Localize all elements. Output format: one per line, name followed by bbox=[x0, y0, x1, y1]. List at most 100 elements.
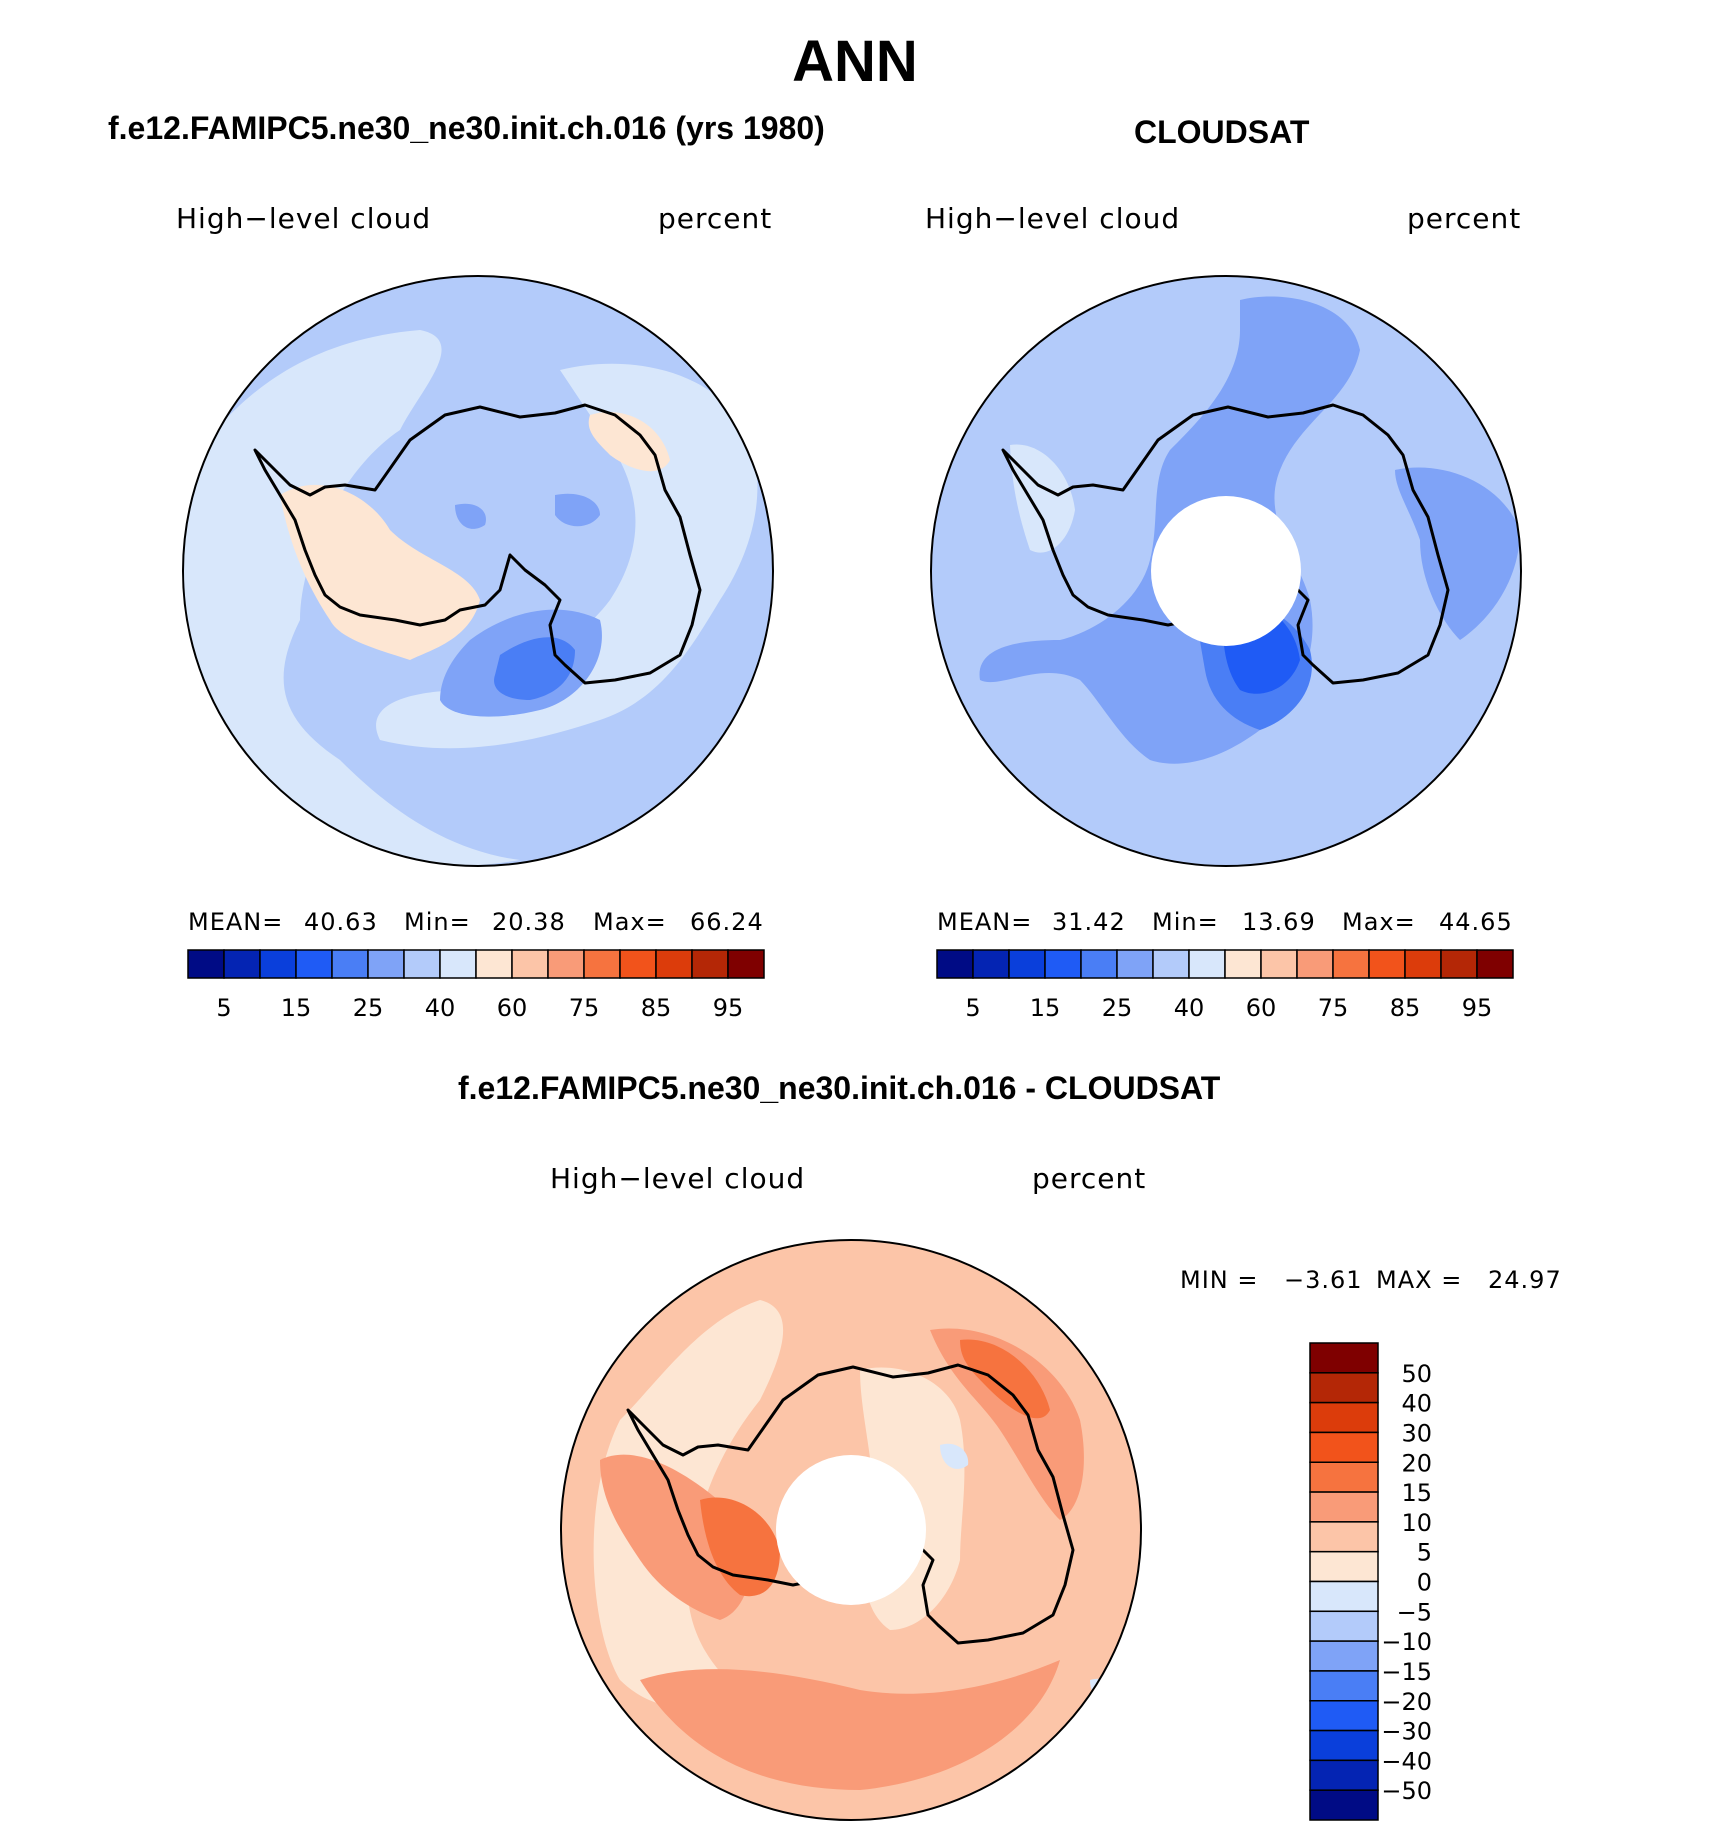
model-min-value: 20.38 bbox=[492, 908, 566, 936]
diff-colorbar-swatch-6 bbox=[1309, 1521, 1379, 1553]
model-panel-header: f.e12.FAMIPC5.ne30_ne30.init.ch.016 (yrs… bbox=[108, 110, 825, 146]
diff-colorbar-swatch-14 bbox=[1309, 1759, 1379, 1791]
model-colorbar-swatch-6 bbox=[403, 949, 441, 979]
obs-colorbar-swatch-11 bbox=[1332, 949, 1370, 979]
obs-colorbar-swatch-7 bbox=[1188, 949, 1226, 979]
diff-colorbar-swatch-8 bbox=[1309, 1580, 1379, 1613]
diff-colorbar-swatch-4 bbox=[1309, 1461, 1379, 1493]
model-colorbar-swatch-1 bbox=[223, 949, 261, 979]
diff-min-value: −3.61 bbox=[1284, 1266, 1363, 1294]
diff-colorbar-swatch-3 bbox=[1309, 1431, 1379, 1463]
diff-colorbar-swatch-13 bbox=[1309, 1729, 1379, 1762]
model-colorbar-tick-label: 95 bbox=[713, 994, 744, 1022]
obs-colorbar-swatch-14 bbox=[1440, 949, 1478, 979]
model-colorbar-tick-label: 15 bbox=[281, 994, 312, 1022]
obs-min-label: Min= bbox=[1152, 908, 1219, 936]
model-colorbar-tick-label: 40 bbox=[425, 994, 456, 1022]
model-colorbar-tick-label: 85 bbox=[641, 994, 672, 1022]
model-units-label: percent bbox=[658, 202, 773, 235]
figure-title: ANN bbox=[792, 29, 918, 94]
diff-colorbar-swatch-15 bbox=[1309, 1789, 1379, 1821]
obs-colorbar-swatch-4 bbox=[1080, 949, 1118, 979]
obs-colorbar-swatch-2 bbox=[1008, 949, 1046, 979]
model-colorbar-swatch-14 bbox=[691, 949, 729, 979]
model-colorbar-tick-label: 60 bbox=[497, 994, 528, 1022]
diff-units-label: percent bbox=[1032, 1162, 1147, 1195]
diff-colorbar-swatch-11 bbox=[1309, 1670, 1379, 1702]
diff-colorbar-tick-label: 20 bbox=[1401, 1449, 1432, 1477]
obs-colorbar-swatch-10 bbox=[1296, 949, 1334, 979]
model-mean-value: 40.63 bbox=[304, 908, 378, 936]
model-colorbar-swatch-13 bbox=[655, 949, 693, 979]
diff-colorbar-tick-label: 10 bbox=[1401, 1509, 1432, 1537]
obs-colorbar-swatch-13 bbox=[1404, 949, 1442, 979]
diff-colorbar-tick-label: 15 bbox=[1401, 1479, 1432, 1507]
diff-colorbar-tick-label: −30 bbox=[1381, 1718, 1432, 1746]
model-colorbar-swatch-10 bbox=[547, 949, 585, 979]
model-variable-label: High−level cloud bbox=[176, 202, 432, 235]
obs-colorbar-swatch-8 bbox=[1224, 949, 1262, 979]
diff-variable-label: High−level cloud bbox=[550, 1162, 806, 1195]
obs-colorbar-tick-label: 75 bbox=[1318, 994, 1349, 1022]
model-colorbar-swatch-7 bbox=[439, 949, 477, 979]
obs-colorbar-tick-label: 15 bbox=[1030, 994, 1061, 1022]
diff-colorbar-tick-label: 40 bbox=[1401, 1390, 1432, 1418]
diff-colorbar-tick-label: −5 bbox=[1397, 1598, 1432, 1626]
obs-colorbar-tick-label: 85 bbox=[1390, 994, 1421, 1022]
obs-colorbar-swatch-15 bbox=[1476, 949, 1514, 979]
obs-colorbar-swatch-0 bbox=[936, 949, 974, 979]
model-colorbar-tick-label: 75 bbox=[569, 994, 600, 1022]
diff-panel-header: f.e12.FAMIPC5.ne30_ne30.init.ch.016 - CL… bbox=[458, 1070, 1221, 1106]
diff-colorbar-tick-label: 0 bbox=[1417, 1569, 1432, 1597]
diff-max-label: MAX = bbox=[1376, 1266, 1463, 1294]
obs-colorbar-tick-label: 5 bbox=[965, 994, 980, 1022]
model-map bbox=[183, 276, 773, 866]
obs-max-value: 44.65 bbox=[1439, 908, 1513, 936]
diff-colorbar-tick-label: −15 bbox=[1381, 1658, 1432, 1686]
obs-colorbar-tick-label: 60 bbox=[1246, 994, 1277, 1022]
diff-colorbar-swatch-2 bbox=[1309, 1401, 1379, 1434]
diff-colorbar-swatch-9 bbox=[1309, 1610, 1379, 1642]
model-colorbar: 5 15 25 40 60 75 85 95 bbox=[187, 949, 765, 1022]
model-colorbar-swatch-4 bbox=[331, 949, 369, 979]
model-colorbar-tick-label: 25 bbox=[353, 994, 384, 1022]
model-colorbar-tick-label: 5 bbox=[216, 994, 231, 1022]
obs-colorbar-swatch-3 bbox=[1044, 949, 1082, 979]
obs-colorbar-swatch-12 bbox=[1368, 949, 1406, 979]
model-colorbar-swatch-5 bbox=[367, 949, 405, 979]
obs-colorbar-tick-label: 40 bbox=[1174, 994, 1205, 1022]
obs-colorbar-swatch-5 bbox=[1116, 949, 1154, 979]
obs-colorbar-tick-label: 95 bbox=[1462, 994, 1493, 1022]
obs-colorbar-swatch-9 bbox=[1260, 949, 1298, 979]
model-colorbar-swatch-9 bbox=[511, 949, 549, 979]
diff-colorbar-tick-label: −50 bbox=[1381, 1777, 1432, 1805]
diff-colorbar-tick-label: 30 bbox=[1401, 1419, 1432, 1447]
model-colorbar-swatch-2 bbox=[259, 949, 297, 979]
model-mean-label: MEAN= bbox=[188, 908, 284, 936]
diff-colorbar-tick-label: 5 bbox=[1417, 1539, 1432, 1567]
model-max-label: Max= bbox=[593, 908, 667, 936]
diff-colorbar-swatch-0 bbox=[1309, 1342, 1379, 1374]
model-max-value: 66.24 bbox=[690, 908, 764, 936]
obs-variable-label: High−level cloud bbox=[925, 202, 1181, 235]
diff-colorbar-tick-label: −40 bbox=[1381, 1747, 1432, 1775]
model-min-label: Min= bbox=[404, 908, 471, 936]
model-colorbar-swatch-3 bbox=[295, 949, 333, 979]
diff-colorbar-swatch-5 bbox=[1309, 1491, 1379, 1523]
obs-colorbar: 5 15 25 40 60 75 85 95 bbox=[936, 949, 1514, 1022]
diff-colorbar-tick-label: −20 bbox=[1381, 1688, 1432, 1716]
obs-min-value: 13.69 bbox=[1242, 908, 1316, 936]
diff-colorbar-tick-label: −10 bbox=[1381, 1628, 1432, 1656]
obs-colorbar-swatch-6 bbox=[1152, 949, 1190, 979]
obs-map bbox=[931, 276, 1521, 866]
obs-panel-header: CLOUDSAT bbox=[1134, 114, 1310, 150]
diff-colorbar-swatch-12 bbox=[1309, 1700, 1379, 1732]
obs-max-label: Max= bbox=[1342, 908, 1416, 936]
obs-units-label: percent bbox=[1407, 202, 1522, 235]
diff-min-label: MIN = bbox=[1180, 1266, 1259, 1294]
model-colorbar-swatch-15 bbox=[727, 949, 765, 979]
model-colorbar-swatch-11 bbox=[583, 949, 621, 979]
diff-max-value: 24.97 bbox=[1488, 1266, 1562, 1294]
diff-colorbar-swatch-10 bbox=[1309, 1640, 1379, 1672]
